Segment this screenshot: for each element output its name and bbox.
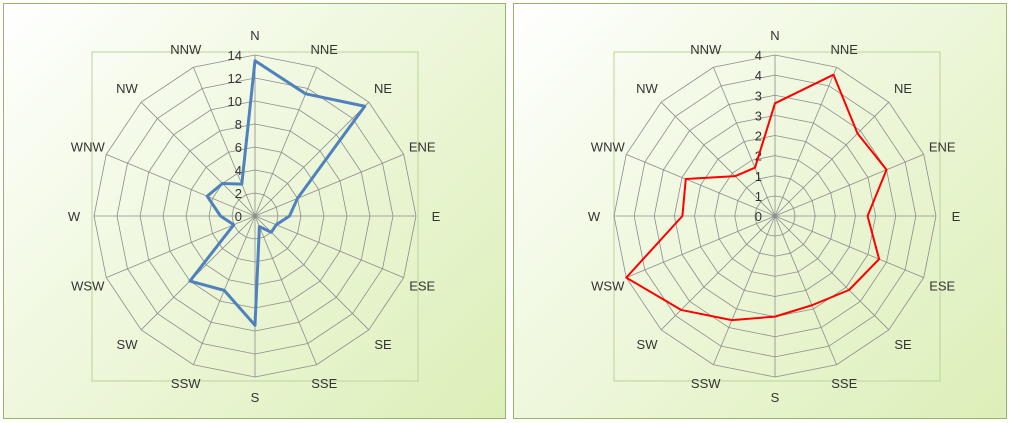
direction-label: WSW [591,278,625,293]
grid-spoke [626,154,776,217]
radar-chart-panel-1: N NNE NE ENE E ESE SE SSE S SSW SW WSW W WNW NW NNW 0 2 4 6… [3,3,506,419]
tick-label: 3 [755,88,762,103]
radar-chart-panel-2: N NNE NE ENE E ESE SE SSE S SSW SW WSW W WNW NW NNW 0 1 1 2… [513,3,1007,419]
tick-label: 10 [228,94,242,109]
grid-spoke [713,67,776,217]
grid-spoke [106,154,256,217]
grid-spoke [254,215,404,278]
grid-spoke [660,215,776,331]
direction-label: SSE [311,376,337,391]
direction-label: NE [374,81,392,96]
direction-label: E [432,209,441,224]
tick-label: 1 [755,169,762,184]
direction-label: WNW [591,140,626,155]
direction-label: NW [636,81,658,96]
direction-label: SSW [691,376,721,391]
direction-label: SSW [171,376,201,391]
grid-spoke [626,215,776,278]
grid-spoke [774,215,837,365]
tick-label: 4 [235,163,242,178]
grid-spoke [106,215,256,278]
grid-spoke [774,154,924,217]
direction-label: N [770,28,779,43]
tick-label: 2 [755,129,762,144]
grid-spoke [713,215,776,365]
grid-spoke [254,101,370,217]
tick-label: 4 [755,48,762,63]
grid-spoke [254,215,317,365]
tick-label: 12 [228,71,242,86]
series-line [188,59,367,327]
direction-label: SW [117,337,139,352]
radar-chart-2: N NNE NE ENE E ESE SE SSE S SSW SW WSW W WNW NW NNW 0 1 1 2… [588,28,961,405]
tick-label: 14 [228,48,242,63]
grid-spoke [254,67,317,217]
radar-chart-1: N NNE NE ENE E ESE SE SSE S SSW SW WSW W WNW NW NNW 0 2 4 6… [68,28,441,405]
tick-label: 3 [755,108,762,123]
direction-label: W [588,209,601,224]
direction-label: ESE [409,278,435,293]
tick-label: 6 [235,140,242,155]
direction-label: N [250,28,259,43]
direction-label: SE [374,337,392,352]
direction-label: WSW [71,278,105,293]
direction-label: S [771,390,780,405]
direction-label: ESE [929,278,955,293]
direction-label: NNE [831,42,859,57]
plot-area-frame [91,51,419,382]
direction-label: ENE [929,140,956,155]
grid-spoke [774,67,837,217]
direction-label: SE [894,337,912,352]
grid-spoke [254,215,370,331]
tick-label: 8 [235,117,242,132]
direction-label: WNW [71,140,106,155]
series-line [625,73,888,322]
tick-label: 2 [235,186,242,201]
grid-spoke [774,215,890,331]
direction-label: NE [894,81,912,96]
direction-label: SSE [831,376,857,391]
direction-label: NNE [311,42,339,57]
direction-label: NW [116,81,138,96]
direction-label: NNW [170,42,202,57]
direction-label: S [251,390,260,405]
direction-label: SW [637,337,659,352]
grid-spoke [254,154,404,217]
grid-spoke [660,101,776,217]
tick-label: 0 [755,209,762,224]
direction-label: W [68,209,81,224]
direction-label: E [952,209,961,224]
direction-label: NNW [690,42,722,57]
grid-spoke [193,67,256,217]
grid-spoke [774,215,924,278]
tick-label: 4 [755,68,762,83]
tick-label: 1 [755,189,762,204]
grid-spoke [774,101,890,217]
tick-label: 0 [235,209,242,224]
grid-spoke [140,101,256,217]
direction-label: ENE [409,140,436,155]
